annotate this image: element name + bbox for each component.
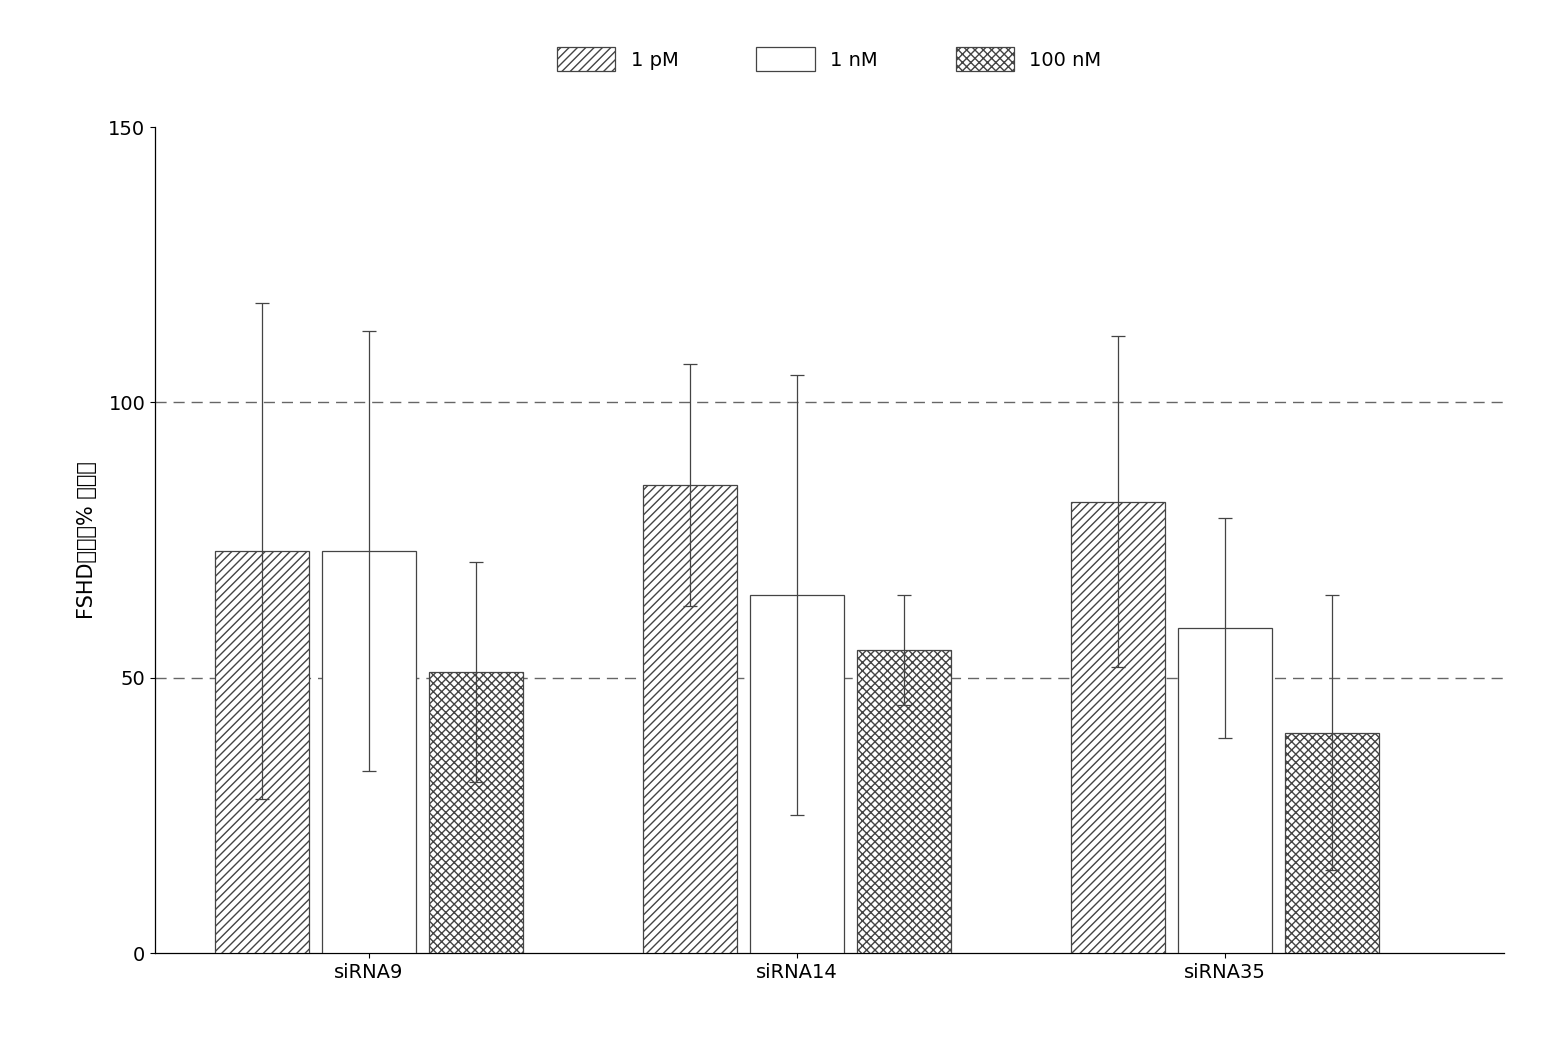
Bar	[643, 485, 738, 953]
Bar	[857, 650, 952, 953]
Bar	[322, 551, 415, 953]
Bar	[1285, 733, 1380, 953]
Y-axis label: FSHD复合（% 对照）: FSHD复合（% 对照）	[78, 461, 98, 620]
Bar	[1071, 502, 1166, 953]
Bar	[215, 551, 308, 953]
Legend: 1 pM, 1 nM, 100 nM: 1 pM, 1 nM, 100 nM	[547, 38, 1111, 80]
Bar	[750, 595, 845, 953]
Bar	[429, 672, 524, 953]
Bar	[1178, 628, 1273, 953]
